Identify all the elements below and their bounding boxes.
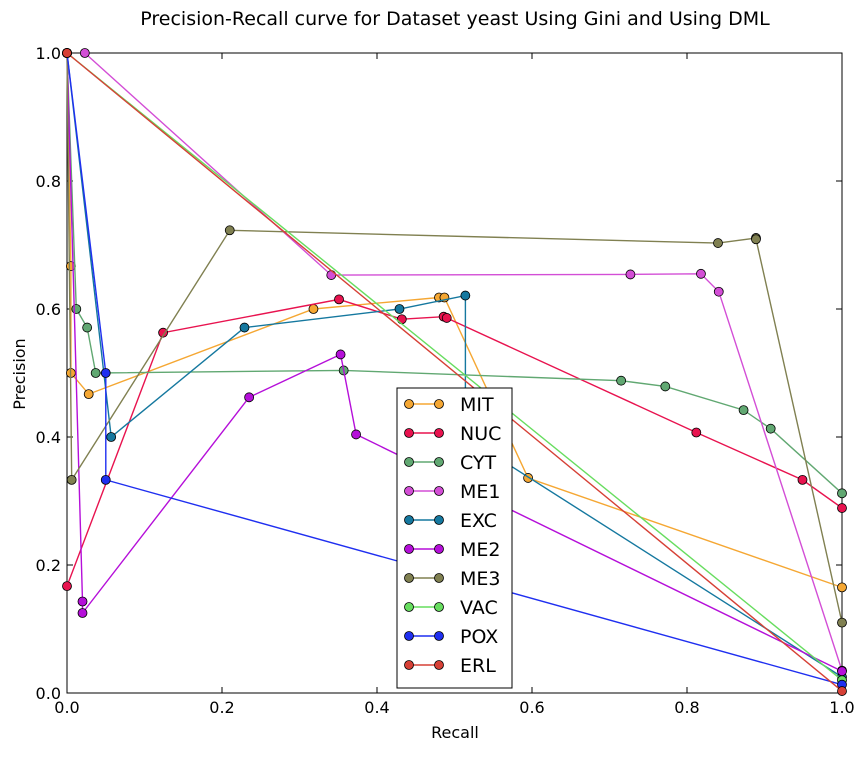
data-point-pox (100, 474, 111, 485)
legend-marker-exc (434, 515, 444, 525)
legend-marker-vac (434, 602, 444, 612)
data-point-me2 (837, 666, 847, 677)
y-tick-label: 0.6 (36, 300, 61, 319)
series-line-cyt (66, 52, 843, 494)
data-point-me3 (66, 474, 77, 485)
data-point-cyt (82, 322, 93, 333)
y-tick-label: 0.4 (36, 428, 61, 447)
data-point-cyt (765, 423, 776, 434)
legend-label-pox: POX (460, 626, 498, 648)
data-point-cyt (71, 304, 82, 314)
data-point-cyt (616, 375, 627, 386)
legend-marker-nuc (434, 428, 444, 438)
legend-label-exc: EXC (460, 510, 497, 532)
x-tick-label: 0.4 (364, 698, 389, 717)
x-tick-label: 0.2 (209, 698, 234, 717)
legend-marker-erl (434, 660, 444, 670)
legend-label-me3: ME3 (460, 568, 501, 590)
data-point-erl (62, 48, 72, 58)
data-point-exc (239, 322, 250, 333)
legend-marker-me2 (404, 544, 414, 554)
data-point-nuc (797, 474, 808, 485)
legend-marker-cyt (434, 457, 444, 467)
legend-marker-me1 (404, 486, 414, 496)
legend-marker-mit (434, 399, 444, 409)
x-axis-label: Recall (431, 723, 479, 742)
legend-label-vac: VAC (460, 597, 498, 619)
data-point-nuc (691, 427, 702, 438)
data-point-nuc (441, 313, 452, 323)
legend-label-erl: ERL (460, 655, 496, 677)
data-point-me2 (77, 608, 88, 618)
x-tick-label: 0.0 (54, 698, 79, 717)
data-point-me2 (351, 429, 361, 440)
data-point-me1 (326, 270, 337, 280)
chart-title: Precision-Recall curve for Dataset yeast… (140, 8, 770, 30)
legend-marker-pox (434, 631, 444, 641)
legend-marker-vac (404, 602, 414, 612)
data-point-cyt (837, 488, 847, 499)
data-point-me1 (696, 268, 706, 279)
y-tick-label: 0.8 (36, 172, 61, 191)
data-point-cyt (660, 381, 671, 392)
series-line-vac (66, 52, 843, 681)
legend-marker-cyt (404, 457, 414, 467)
legend-box (396, 387, 513, 689)
legend-marker-pox (404, 631, 414, 641)
x-tick-label: 1.0 (829, 698, 854, 717)
data-point-me3 (837, 617, 847, 628)
legend-marker-erl (404, 660, 414, 670)
legend-label-me1: ME1 (460, 481, 501, 503)
legend-label-cyt: CYT (460, 452, 497, 474)
legend-label-me2: ME2 (460, 539, 501, 561)
data-point-mit (83, 389, 94, 400)
legend-marker-mit (404, 399, 414, 409)
data-point-nuc (334, 294, 344, 305)
data-point-mit (837, 582, 847, 593)
data-point-mit (308, 304, 319, 314)
legend-marker-me2 (434, 544, 444, 554)
data-point-exc (394, 304, 405, 314)
data-point-me1 (625, 269, 636, 280)
y-tick-label: 0.2 (36, 556, 61, 575)
data-point-me1 (79, 48, 90, 58)
data-point-nuc (396, 314, 407, 325)
data-point-erl (837, 686, 847, 696)
y-tick-label: 0.0 (36, 684, 61, 703)
legend-label-mit: MIT (460, 394, 494, 416)
legend-marker-nuc (404, 428, 414, 438)
x-tick-label: 0.6 (519, 698, 544, 717)
y-tick-label: 1.0 (36, 44, 61, 63)
legend-marker-me3 (404, 573, 414, 583)
legend-marker-me3 (434, 573, 444, 583)
data-point-exc (106, 432, 117, 442)
series-line-me1 (84, 52, 843, 671)
legend-label-nuc: NUC (460, 423, 501, 445)
data-point-pox (100, 368, 111, 378)
legend-marker-me1 (434, 486, 444, 496)
data-point-me2 (335, 349, 346, 360)
series-line-erl (66, 52, 843, 692)
data-point-exc (460, 290, 471, 301)
data-point-nuc (158, 327, 169, 338)
data-point-me3 (713, 238, 723, 248)
x-tick-label: 0.8 (674, 698, 699, 717)
data-point-me3 (751, 234, 761, 245)
data-point-me3 (224, 225, 235, 236)
data-point-nuc (837, 503, 847, 513)
data-point-cyt (738, 405, 749, 416)
data-point-nuc (62, 581, 72, 592)
legend-marker-exc (404, 515, 414, 525)
data-point-cyt (90, 368, 101, 378)
y-axis-label: Precision (10, 338, 29, 409)
data-point-me2 (244, 392, 255, 403)
data-point-me2 (77, 596, 88, 607)
data-point-me1 (713, 286, 724, 297)
